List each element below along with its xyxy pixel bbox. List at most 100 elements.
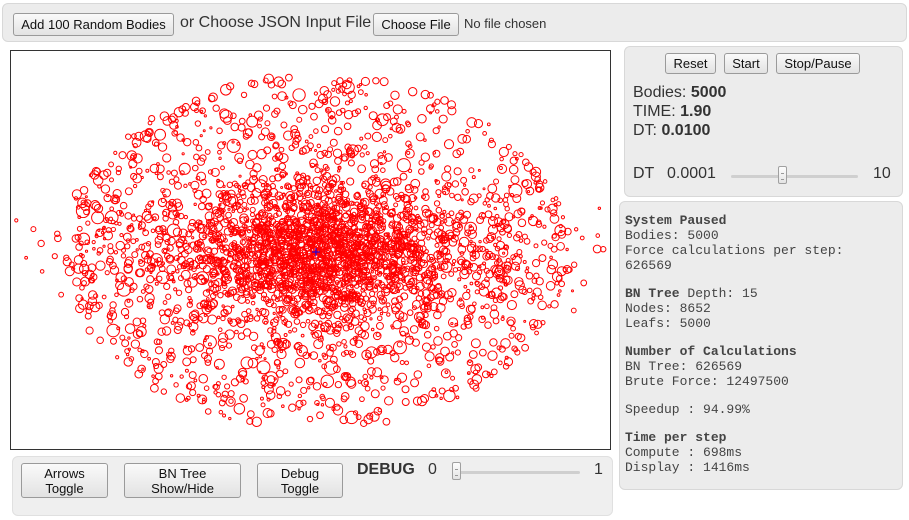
body-circle: [308, 218, 315, 225]
body-circle: [230, 122, 240, 132]
body-circle: [360, 252, 369, 262]
body-circle: [451, 259, 457, 264]
choose-file-button[interactable]: Choose File: [373, 13, 459, 36]
body-circle: [283, 200, 289, 206]
body-circle: [254, 345, 265, 356]
arrows-toggle-button[interactable]: Arrows Toggle: [21, 463, 108, 498]
body-circle: [367, 234, 374, 242]
body-circle: [392, 226, 396, 230]
bn-tree-show-hide-button[interactable]: BN Tree Show/Hide: [124, 463, 241, 498]
calc-title: Number of Calculations: [625, 344, 797, 359]
body-circle: [409, 277, 418, 286]
body-circle: [398, 227, 404, 233]
body-circle: [405, 121, 412, 128]
body-circle: [441, 247, 449, 255]
body-circle: [336, 341, 342, 347]
body-circle: [512, 151, 518, 157]
body-circle: [474, 363, 483, 372]
body-circle: [222, 270, 230, 278]
body-circle: [216, 315, 221, 320]
body-circle: [512, 194, 522, 204]
body-circle: [84, 195, 88, 199]
body-circle: [272, 383, 276, 387]
body-circle: [184, 368, 189, 373]
body-circle: [347, 250, 352, 256]
body-circle: [277, 235, 281, 239]
body-circle: [250, 344, 258, 352]
body-circle: [337, 186, 345, 194]
body-circle: [193, 189, 204, 200]
body-circle: [409, 244, 418, 254]
body-circle: [281, 253, 290, 262]
body-circle: [530, 166, 542, 178]
body-circle: [514, 265, 521, 272]
body-circle: [91, 201, 102, 211]
body-circle: [149, 253, 163, 267]
body-circle: [304, 139, 309, 144]
body-circle: [268, 240, 277, 249]
body-circle: [148, 114, 156, 123]
body-circle: [119, 334, 126, 341]
body-circle: [394, 250, 403, 259]
body-circle: [235, 288, 240, 293]
body-circle: [278, 283, 288, 292]
body-circle: [152, 377, 159, 385]
body-circle: [420, 194, 426, 200]
body-circle: [231, 209, 235, 214]
debug-slider-track[interactable]: [452, 471, 580, 474]
body-circle: [565, 247, 569, 252]
debug-toggle-button[interactable]: Debug Toggle: [257, 463, 343, 498]
dt-slider-thumb[interactable]: [777, 166, 787, 184]
body-circle: [463, 316, 472, 326]
body-circle: [242, 378, 249, 385]
body-circle: [247, 225, 253, 231]
body-circle: [435, 357, 445, 366]
body-circle: [250, 278, 260, 288]
stop-pause-button[interactable]: Stop/Pause: [776, 53, 860, 74]
body-circle: [149, 271, 153, 275]
body-circle: [462, 291, 471, 301]
body-circle: [399, 360, 405, 366]
body-circle: [154, 241, 162, 249]
add-random-bodies-button[interactable]: Add 100 Random Bodies: [13, 13, 174, 36]
body-circle: [246, 183, 256, 193]
body-circle: [346, 232, 354, 239]
body-circle: [372, 367, 383, 378]
body-circle: [247, 275, 254, 282]
body-circle: [570, 261, 578, 268]
body-circle: [176, 133, 185, 142]
body-circle: [170, 169, 178, 177]
dt-slider-track[interactable]: [731, 175, 858, 178]
body-circle: [239, 189, 246, 196]
body-circle: [291, 268, 298, 275]
body-circle: [193, 378, 198, 383]
body-circle: [275, 152, 284, 160]
body-circle: [103, 230, 113, 241]
body-circle: [398, 269, 403, 273]
compute-time: Compute : 698ms: [625, 445, 743, 460]
body-circle: [390, 302, 402, 313]
reset-button[interactable]: Reset: [665, 53, 716, 74]
body-circle: [189, 301, 193, 305]
body-circle: [340, 391, 350, 401]
body-circle: [226, 138, 241, 153]
start-button[interactable]: Start: [724, 53, 768, 74]
body-circle: [177, 275, 184, 282]
body-circle: [457, 133, 468, 144]
body-circle: [273, 236, 277, 241]
body-circle: [283, 281, 287, 285]
body-circle: [240, 356, 254, 370]
simulation-canvas[interactable]: [10, 50, 611, 450]
debug-slider-thumb[interactable]: [452, 462, 461, 480]
body-circle: [362, 316, 368, 322]
body-circle: [234, 201, 239, 206]
body-circle: [356, 204, 363, 210]
body-circle: [156, 257, 162, 263]
body-circle: [201, 397, 206, 402]
body-circle: [343, 373, 349, 378]
body-circle: [324, 360, 339, 375]
body-circle: [269, 231, 275, 237]
body-circle: [375, 253, 384, 261]
body-circle: [143, 134, 152, 143]
body-circle: [556, 293, 561, 297]
